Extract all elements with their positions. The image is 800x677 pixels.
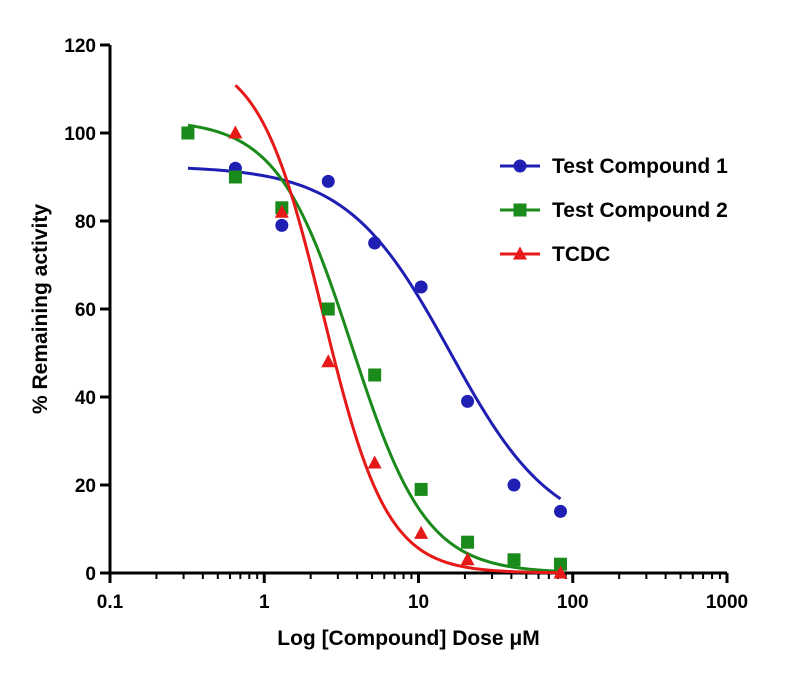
square-data-point <box>507 553 521 567</box>
circle-data-point <box>461 394 475 408</box>
y-tick-label: 80 <box>75 212 96 233</box>
square-data-point <box>554 557 568 571</box>
data-points <box>181 125 568 579</box>
y-axis-title: % Remaining activity <box>29 204 52 414</box>
triangle-data-point <box>367 455 382 469</box>
x-tick-label: 0.1 <box>97 592 124 613</box>
axes: 0 20 40 60 80 100 120 0.1 1 10 100 1000 <box>64 36 748 613</box>
triangle-data-point <box>414 525 429 539</box>
square-data-point <box>368 368 382 382</box>
fit-curves <box>187 84 562 575</box>
square-data-point <box>228 170 242 184</box>
legend-square-marker <box>513 203 527 217</box>
legend-circle-marker <box>513 159 527 173</box>
y-tick-label: 60 <box>75 300 96 321</box>
legend-label: TCDC <box>552 243 610 266</box>
x-axis-title: Log [Compound] Dose μM <box>277 627 539 650</box>
square-data-point <box>181 126 195 140</box>
y-tick-label: 0 <box>85 564 96 585</box>
circle-data-point <box>554 504 568 518</box>
x-tick-label: 1000 <box>706 592 748 613</box>
square-data-point <box>321 302 335 316</box>
circle-data-point <box>368 236 382 250</box>
circle-data-point <box>321 174 335 188</box>
legend-label: Test Compound 1 <box>552 155 728 178</box>
legend: Test Compound 1 Test Compound 2 TCDC <box>500 155 728 266</box>
triangle-data-point <box>321 354 336 368</box>
y-tick-label: 120 <box>64 36 96 57</box>
y-tick-label: 100 <box>64 124 96 145</box>
circle-data-point <box>275 218 289 232</box>
y-tick-label: 20 <box>75 476 96 497</box>
fit-curve <box>234 84 561 575</box>
x-tick-label: 1 <box>259 592 270 613</box>
triangle-data-point <box>553 565 568 579</box>
triangle-data-point <box>228 125 243 139</box>
fit-curve <box>187 123 561 573</box>
y-tick-label: 40 <box>75 388 96 409</box>
fit-curve <box>187 166 562 501</box>
circle-data-point <box>507 478 521 492</box>
circle-data-point <box>414 280 428 294</box>
legend-label: Test Compound 2 <box>552 199 728 222</box>
square-data-point <box>414 482 428 496</box>
x-tick-label: 10 <box>408 592 429 613</box>
triangle-data-point <box>274 204 289 218</box>
legend-triangle-marker <box>513 246 527 260</box>
x-tick-label: 100 <box>557 592 589 613</box>
triangle-data-point <box>460 552 475 566</box>
square-data-point <box>461 535 475 549</box>
